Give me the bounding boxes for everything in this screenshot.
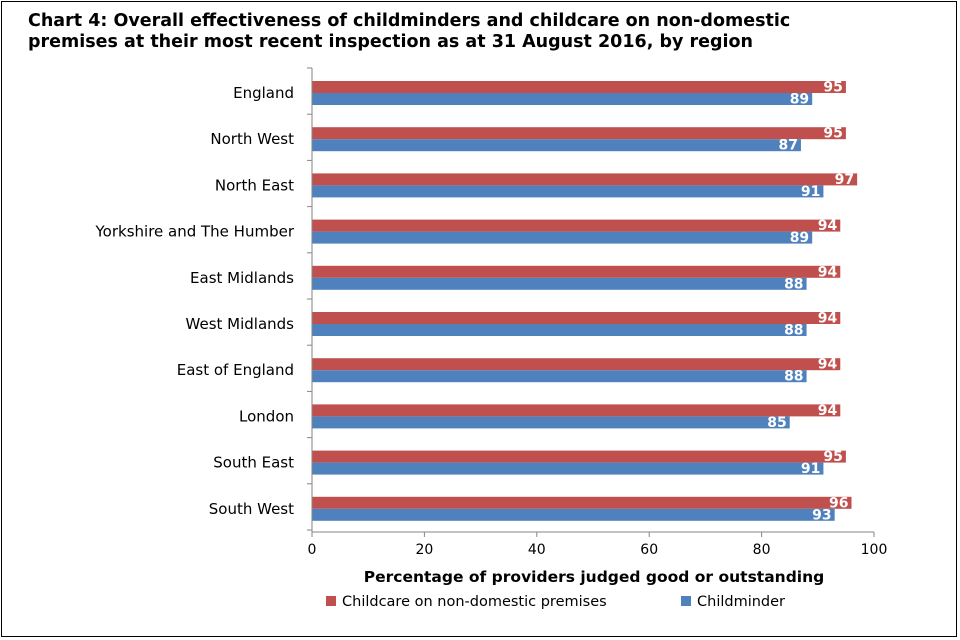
- data-label: 89: [790, 230, 809, 246]
- bar-childcare: [312, 127, 846, 140]
- category-label: England: [233, 84, 294, 102]
- bar-childminder: [312, 139, 801, 152]
- data-label: 95: [823, 126, 842, 142]
- category-label: West Midlands: [186, 315, 295, 333]
- data-label: 96: [829, 495, 848, 511]
- legend-label: Childcare on non-domestic premises: [342, 594, 607, 610]
- x-tick-label: 100: [861, 542, 888, 558]
- data-label: 88: [784, 323, 803, 339]
- bar-childcare: [312, 450, 846, 463]
- category-label: North West: [210, 130, 294, 148]
- data-label: 88: [784, 369, 803, 385]
- category-label: East of England: [177, 361, 294, 379]
- category-label: North East: [215, 176, 294, 194]
- data-label: 94: [818, 218, 838, 234]
- x-tick-label: 80: [753, 542, 771, 558]
- bar-childminder: [312, 277, 807, 290]
- bar-childcare: [312, 219, 841, 232]
- data-label: 94: [818, 403, 838, 419]
- chart-title: Chart 4: Overall effectiveness of childm…: [28, 11, 791, 52]
- bar-childcare: [312, 173, 858, 186]
- bar-childcare: [312, 312, 841, 324]
- x-tick-label: 60: [640, 542, 658, 558]
- data-label: 85: [767, 415, 786, 431]
- x-tick-label: 40: [528, 542, 546, 558]
- bar-childminder: [312, 231, 813, 244]
- legend-swatch: [681, 596, 691, 606]
- legend-swatch: [326, 596, 336, 606]
- bar-childminder: [312, 185, 824, 198]
- bar-childcare: [312, 404, 841, 417]
- data-label: 95: [823, 449, 842, 465]
- data-label: 94: [818, 264, 838, 280]
- bar-childcare: [312, 81, 846, 93]
- legend-label: Childminder: [697, 594, 785, 610]
- data-label: 94: [818, 311, 838, 327]
- bar-childminder: [312, 324, 807, 336]
- category-label: South West: [209, 500, 294, 518]
- data-label: 89: [790, 92, 809, 108]
- category-label: East Midlands: [190, 269, 294, 287]
- bar-childminder: [312, 462, 824, 475]
- x-tick-label: 20: [415, 542, 433, 558]
- bar-childcare: [312, 358, 841, 371]
- bar-childminder: [312, 416, 790, 429]
- data-label: 95: [823, 80, 842, 96]
- data-label: 87: [778, 138, 797, 154]
- bar-childminder: [312, 93, 813, 105]
- data-label: 91: [801, 184, 820, 200]
- category-label: London: [239, 407, 294, 425]
- bar-childminder: [312, 508, 835, 521]
- data-label: 88: [784, 276, 803, 292]
- bar-childcare: [312, 265, 841, 278]
- data-label: 91: [801, 461, 820, 477]
- category-label: South East: [213, 454, 294, 472]
- data-label: 93: [812, 507, 831, 523]
- legend: Childcare on non-domestic premises Childm…: [326, 594, 785, 610]
- category-label: Yorkshire and The Humber: [95, 223, 295, 241]
- data-label: 97: [835, 172, 854, 188]
- data-label: 94: [818, 357, 838, 373]
- bar-childcare: [312, 496, 852, 509]
- x-axis-label: Percentage of providers judged good or o…: [364, 568, 824, 586]
- x-tick-label: 0: [308, 542, 317, 558]
- bar-childminder: [312, 370, 807, 383]
